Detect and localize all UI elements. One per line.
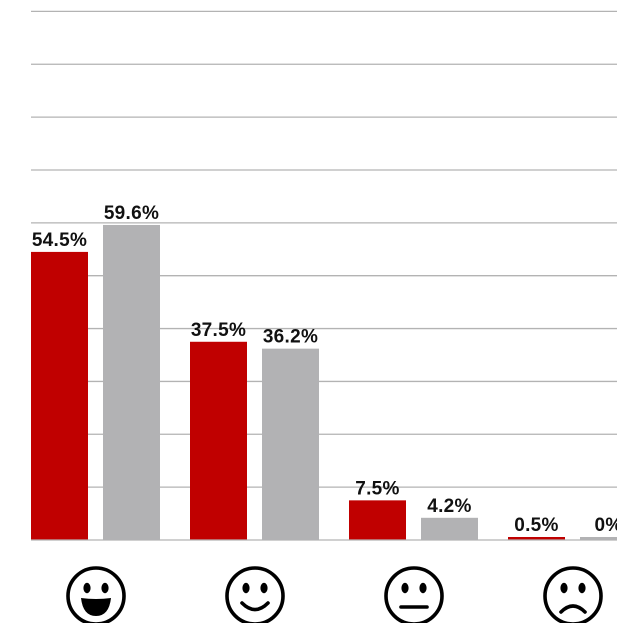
bar-happy-series-2 xyxy=(262,348,319,540)
data-label: 0.5% xyxy=(514,515,559,536)
data-labels-group: 54.5% 37.5% 7.5% 0.5% 59.6% 36.2% 4.2% 0% xyxy=(32,203,617,536)
bar-sad-series-2 xyxy=(580,537,617,540)
data-label: 7.5% xyxy=(355,478,400,499)
bar-very-happy-series-1 xyxy=(31,251,88,540)
data-label: 0% xyxy=(594,515,617,536)
neutral-face-icon xyxy=(384,566,444,623)
bar-very-happy-series-2 xyxy=(103,224,160,540)
data-label: 4.2% xyxy=(427,496,472,517)
category-icons-group xyxy=(66,566,603,623)
bar-sad-series-1 xyxy=(508,537,565,540)
data-label: 37.5% xyxy=(191,320,246,341)
grinning-face-icon xyxy=(66,566,126,623)
data-label: 59.6% xyxy=(104,203,159,224)
bars-group xyxy=(31,224,617,540)
data-label: 36.2% xyxy=(263,327,318,348)
frowning-face-icon xyxy=(543,566,603,623)
smiling-face-icon xyxy=(225,566,285,623)
bar-neutral-series-2 xyxy=(421,517,478,540)
bar-neutral-series-1 xyxy=(349,500,406,540)
data-label: 54.5% xyxy=(32,230,87,251)
bar-happy-series-1 xyxy=(190,341,247,540)
